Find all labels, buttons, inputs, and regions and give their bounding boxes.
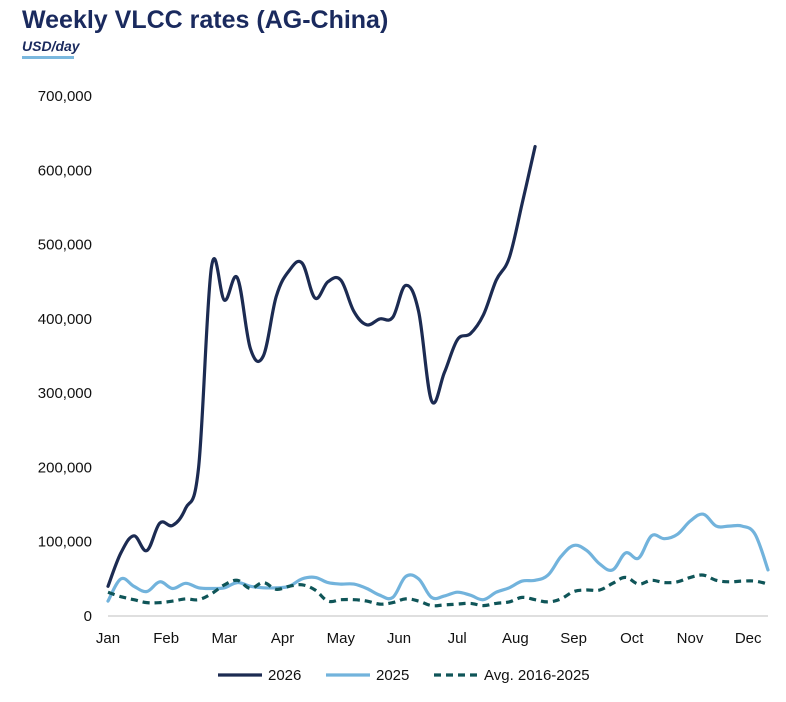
chart-subtitle: USD/day — [22, 38, 80, 54]
x-tick-label: Jun — [387, 630, 411, 647]
legend-label: Avg. 2016-2025 — [484, 667, 590, 684]
y-tick-label: 700,000 — [38, 88, 92, 105]
x-tick-label: May — [327, 630, 356, 647]
subtitle-underline — [22, 56, 74, 59]
x-tick-label: Feb — [153, 630, 179, 647]
legend-label: 2026 — [268, 667, 301, 684]
legend-label: 2025 — [376, 667, 409, 684]
y-tick-label: 600,000 — [38, 162, 92, 179]
x-tick-label: Jan — [96, 630, 120, 647]
series-line-2025 — [106, 512, 770, 603]
y-tick-label: 300,000 — [38, 385, 92, 402]
chart-title: Weekly VLCC rates (AG-China) — [22, 6, 389, 34]
x-axis: Jan Feb Mar Apr May Jun Jul Aug Sep Oct Nov Dec — [96, 615, 768, 647]
y-axis: 0 100,000 200,000 300,000 400,000 500,000 600,… — [38, 88, 92, 625]
series-line-avg-2016-2025 — [107, 573, 769, 608]
y-tick-label: 200,000 — [38, 459, 92, 476]
x-tick-label: Aug — [502, 630, 529, 647]
x-tick-label: Apr — [271, 630, 294, 647]
x-tick-label: Dec — [735, 630, 762, 647]
y-tick-label: 400,000 — [38, 311, 92, 328]
y-tick-label: 0 — [84, 608, 92, 625]
x-tick-label: Nov — [677, 630, 704, 647]
x-tick-label: Mar — [211, 630, 237, 647]
y-tick-label: 500,000 — [38, 237, 92, 254]
series-line-2026 — [106, 144, 537, 588]
series-lines — [106, 144, 770, 608]
x-tick-label: Sep — [560, 630, 587, 647]
legend: 2026 2025 Avg. 2016-2025 — [218, 667, 590, 684]
x-tick-label: Jul — [448, 630, 467, 647]
x-tick-label: Oct — [620, 630, 644, 647]
y-tick-label: 100,000 — [38, 534, 92, 551]
